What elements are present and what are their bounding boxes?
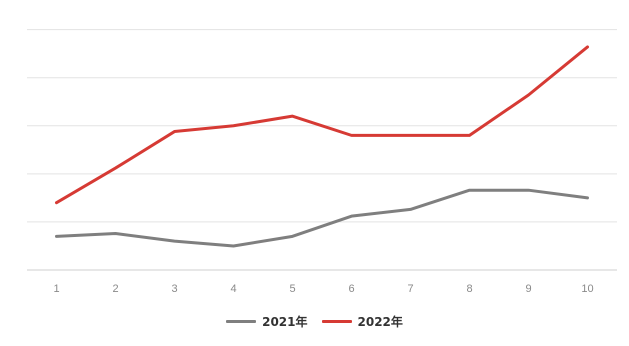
x-tick-label: 2 — [112, 283, 118, 295]
legend-swatch-2021 — [226, 320, 257, 323]
legend-label-2022: 2022年 — [357, 315, 403, 329]
x-tick-label: 7 — [407, 283, 413, 295]
series-lines — [55, 45, 589, 248]
series-line-2022 — [55, 45, 589, 205]
x-tick-label: 4 — [230, 283, 236, 295]
x-tick-label: 6 — [348, 283, 354, 295]
legend-item-2022: 2022年 — [321, 313, 403, 330]
x-tick-label: 9 — [525, 283, 531, 295]
x-tick-label: 8 — [466, 283, 472, 295]
legend-item-2021: 2021年 — [226, 313, 308, 330]
gridlines — [27, 29, 617, 271]
x-tick-label: 5 — [289, 283, 295, 295]
series-line-2021 — [55, 188, 589, 248]
x-tick-labels: 1 2 3 4 5 6 7 8 9 10 — [53, 283, 593, 295]
legend: 2021年 2022年 — [0, 313, 629, 330]
x-tick-label: 3 — [171, 283, 177, 295]
legend-label-2021: 2021年 — [262, 315, 308, 329]
legend-swatch-2022 — [321, 320, 352, 323]
x-tick-label: 10 — [581, 283, 593, 295]
x-tick-label: 1 — [53, 283, 59, 295]
